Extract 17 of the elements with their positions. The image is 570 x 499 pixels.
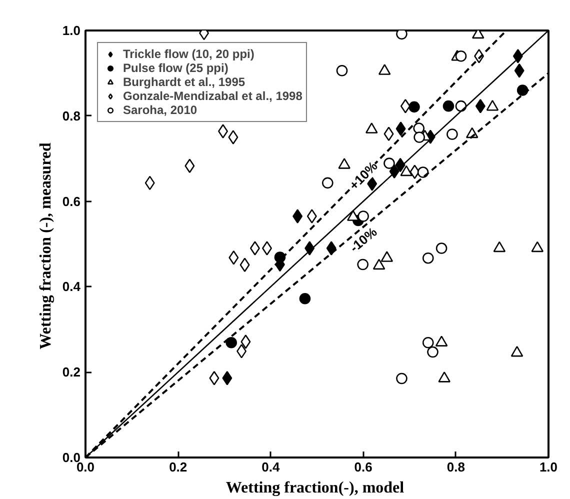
y-tick-label: 0.6 xyxy=(62,194,81,209)
y-axis-title: Wetting fraction (-), measured xyxy=(37,142,54,350)
x-axis-title: Wetting fraction(-), model xyxy=(226,480,405,496)
x-tick-label: 1.0 xyxy=(539,460,558,474)
y-tick-label: 0.2 xyxy=(62,364,81,380)
x-tick-label: 0.4 xyxy=(262,460,281,474)
x-tick-label: 0.2 xyxy=(169,460,188,474)
legend-label: Saroha, 2010 xyxy=(123,103,198,117)
y-tick-label: 0.4 xyxy=(62,279,82,294)
legend-label: Gonzale-Mendizabal et al., 1998 xyxy=(123,89,302,103)
y-tick-label: 1.0 xyxy=(62,23,81,38)
x-tick-label: 0.6 xyxy=(354,460,372,474)
legend-label: Trickle flow (10, 20 ppi) xyxy=(123,47,254,61)
legend-label: Burghardt et al., 1995 xyxy=(123,75,246,89)
x-tick-label: 0.8 xyxy=(446,460,465,474)
legend-label: Pulse flow (25 ppi) xyxy=(123,61,228,75)
y-tick-label: 0.8 xyxy=(62,108,81,124)
